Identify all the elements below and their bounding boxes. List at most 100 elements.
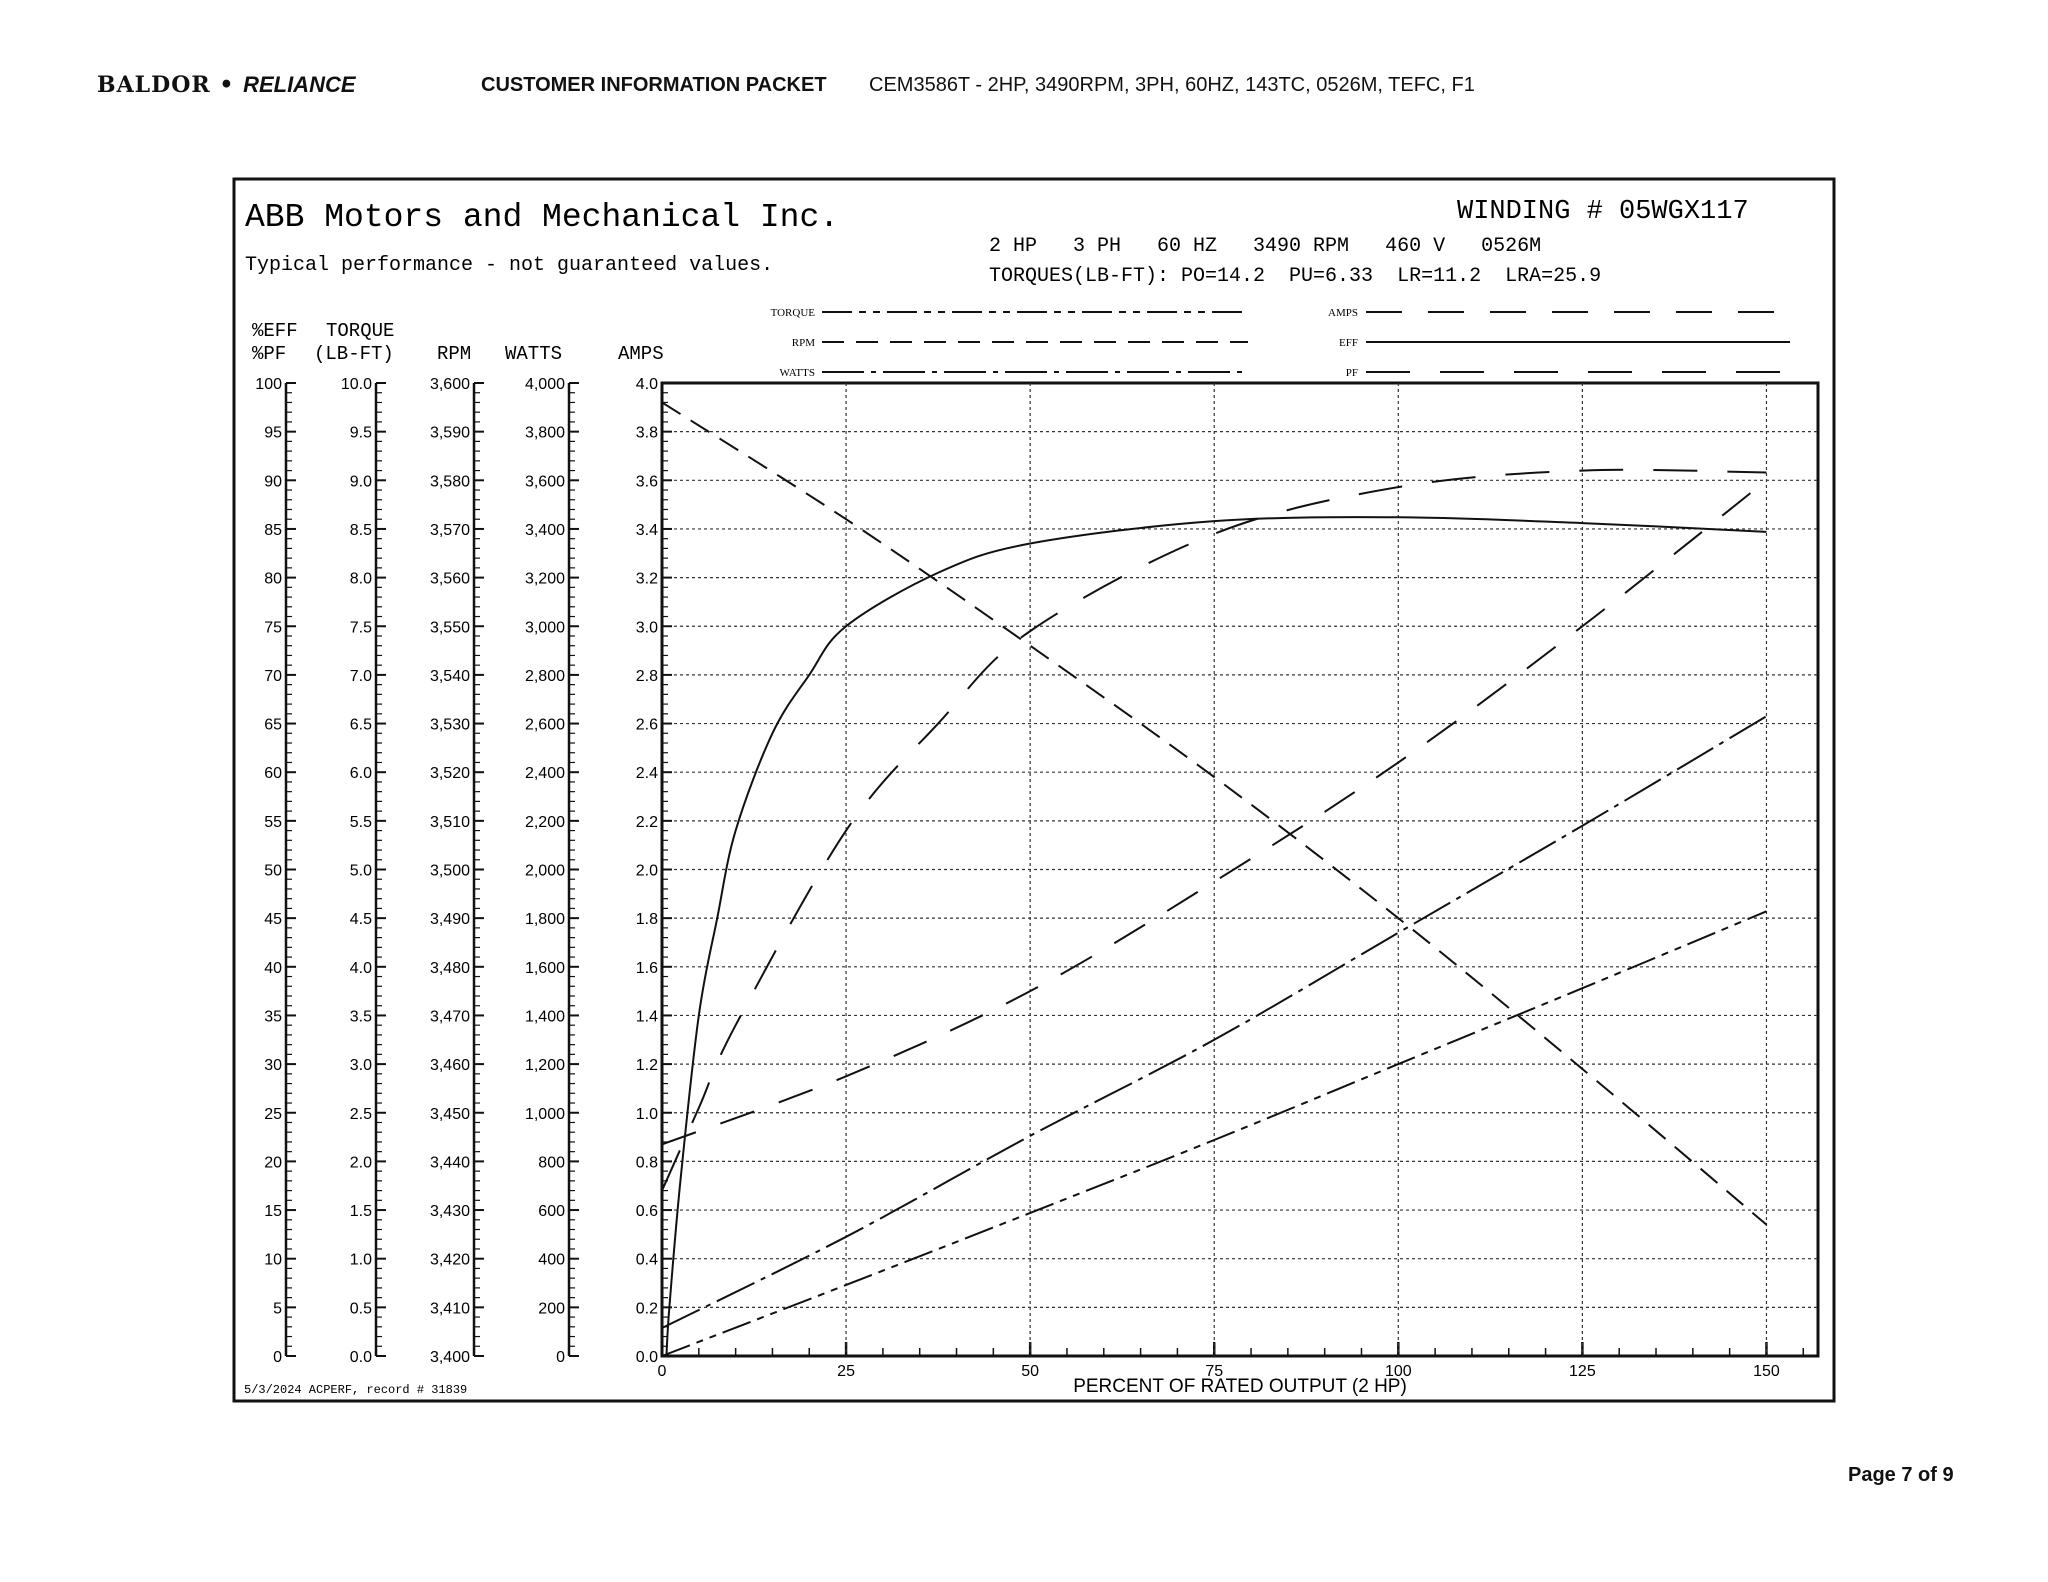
y-tick-label: 65 <box>264 717 282 734</box>
logo-left: BALDOR <box>97 72 211 98</box>
y-tick-label: 4.5 <box>350 911 372 928</box>
y-tick-label: 5 <box>273 1300 282 1317</box>
y-tick-label: 8.0 <box>350 571 372 588</box>
x-axis-label: PERCENT OF RATED OUTPUT (2 HP) <box>1073 1376 1407 1397</box>
y-tick-label: 15 <box>264 1203 282 1220</box>
y-tick-label: 90 <box>264 473 282 490</box>
y-tick-label: 3,600 <box>430 376 470 393</box>
y-tick-label: 3,420 <box>430 1252 470 1269</box>
y-tick-label: 6.0 <box>350 765 372 782</box>
torque-values: TORQUES(LB-FT): PO=14.2 PU=6.33 LR=11.2 … <box>989 265 1601 288</box>
y-tick-label: 25 <box>264 1106 282 1123</box>
y-tick-label: 0 <box>556 1349 565 1366</box>
y-tick-label: 0.0 <box>636 1349 658 1366</box>
y-tick-label: 75 <box>264 619 282 636</box>
y-tick-label: 1.8 <box>636 911 658 928</box>
logo-right: RELIANCE <box>243 72 356 97</box>
legend-label-eff: EFF <box>1339 337 1358 349</box>
y-tick-label: 0.0 <box>350 1349 372 1366</box>
y-tick-label: 0.2 <box>636 1300 658 1317</box>
x-tick-label: 25 <box>837 1363 855 1380</box>
y-tick-label: 2.6 <box>636 717 658 734</box>
y-tick-label: 1,600 <box>525 960 565 977</box>
axis-title: TORQUE <box>326 320 394 342</box>
y-tick-label: 3,800 <box>525 425 565 442</box>
y-tick-label: 3,500 <box>430 863 470 880</box>
axis-title: WATTS <box>505 343 562 365</box>
y-tick-label: 2.0 <box>636 863 658 880</box>
x-tick-label: 150 <box>1753 1363 1780 1380</box>
y-tick-label: 2.5 <box>350 1106 372 1123</box>
legend-label-pf: PF <box>1346 367 1358 379</box>
series-rpm-line <box>661 401 1768 1226</box>
y-tick-label: 55 <box>264 814 282 831</box>
y-tick-label: 3,560 <box>430 571 470 588</box>
legend-label-torque: TORQUE <box>771 307 816 319</box>
y-tick-label: 2.4 <box>636 765 658 782</box>
y-tick-label: 3,600 <box>525 473 565 490</box>
legend-label-amps: AMPS <box>1328 307 1358 319</box>
y-tick-label: 8.5 <box>350 522 372 539</box>
y-tick-label: 70 <box>264 668 282 685</box>
page-number: Page 7 of 9 <box>1848 1464 1954 1486</box>
y-tick-label: 6.5 <box>350 717 372 734</box>
y-tick-label: 0.4 <box>636 1252 658 1269</box>
y-tick-label: 1.0 <box>350 1252 372 1269</box>
y-tick-label: 3,490 <box>430 911 470 928</box>
y-tick-label: 45 <box>264 911 282 928</box>
y-tick-label: 1,200 <box>525 1057 565 1074</box>
series-watts-line <box>661 715 1767 1329</box>
y-tick-label: 1.5 <box>350 1203 372 1220</box>
y-tick-label: 2,000 <box>525 863 565 880</box>
y-tick-label: 3.8 <box>636 425 658 442</box>
x-tick-label: 50 <box>1021 1363 1039 1380</box>
y-tick-label: 3,580 <box>430 473 470 490</box>
x-tick-label: 100 <box>1385 1363 1412 1380</box>
chart-subtitle: Typical performance - not guaranteed val… <box>245 254 773 277</box>
y-tick-label: 7.5 <box>350 619 372 636</box>
y-tick-label: 3.5 <box>350 1008 372 1025</box>
y-tick-label: 400 <box>538 1252 565 1269</box>
y-tick-label: 5.0 <box>350 863 372 880</box>
y-tick-label: 3,550 <box>430 619 470 636</box>
y-tick-label: 4.0 <box>350 960 372 977</box>
y-tick-label: 0.6 <box>636 1203 658 1220</box>
chart-frame <box>232 177 1836 1403</box>
baldor-reliance-logo: BALDOR • RELIANCE <box>97 72 356 98</box>
y-tick-label: 3,000 <box>525 619 565 636</box>
y-tick-label: 3,540 <box>430 668 470 685</box>
y-tick-label: 2,400 <box>525 765 565 782</box>
y-tick-label: 2,800 <box>525 668 565 685</box>
y-tick-label: 3,450 <box>430 1106 470 1123</box>
y-tick-label: 80 <box>264 571 282 588</box>
y-tick-label: 4.0 <box>636 376 658 393</box>
y-tick-label: 10 <box>264 1252 282 1269</box>
y-tick-label: 1,800 <box>525 911 565 928</box>
axis-title: %EFF <box>252 320 298 342</box>
y-tick-label: 3.2 <box>636 571 658 588</box>
y-tick-label: 1,000 <box>525 1106 565 1123</box>
y-tick-label: 3,510 <box>430 814 470 831</box>
y-tick-label: 20 <box>264 1154 282 1171</box>
y-tick-label: 200 <box>538 1300 565 1317</box>
y-tick-label: 3,440 <box>430 1154 470 1171</box>
y-tick-label: 3,520 <box>430 765 470 782</box>
series-amps-line <box>661 479 1768 1146</box>
ratings: 2 HP 3 PH 60 HZ 3490 RPM 460 V 0526M <box>989 235 1541 258</box>
y-tick-label: 3.4 <box>636 522 658 539</box>
legend-label-watts: WATTS <box>780 367 815 379</box>
y-tick-label: 7.0 <box>350 668 372 685</box>
packet-title: CUSTOMER INFORMATION PACKET <box>481 74 827 96</box>
y-tick-label: 2,600 <box>525 717 565 734</box>
y-tick-label: 3,410 <box>430 1300 470 1317</box>
y-tick-label: 600 <box>538 1203 565 1220</box>
y-tick-label: 1.0 <box>636 1106 658 1123</box>
y-tick-label: 3,480 <box>430 960 470 977</box>
y-tick-label: 3,430 <box>430 1203 470 1220</box>
y-tick-label: 100 <box>255 376 282 393</box>
y-tick-label: 800 <box>538 1154 565 1171</box>
y-tick-label: 85 <box>264 522 282 539</box>
y-tick-label: 0 <box>273 1349 282 1366</box>
y-tick-label: 3,530 <box>430 717 470 734</box>
y-tick-label: 3,400 <box>430 1349 470 1366</box>
